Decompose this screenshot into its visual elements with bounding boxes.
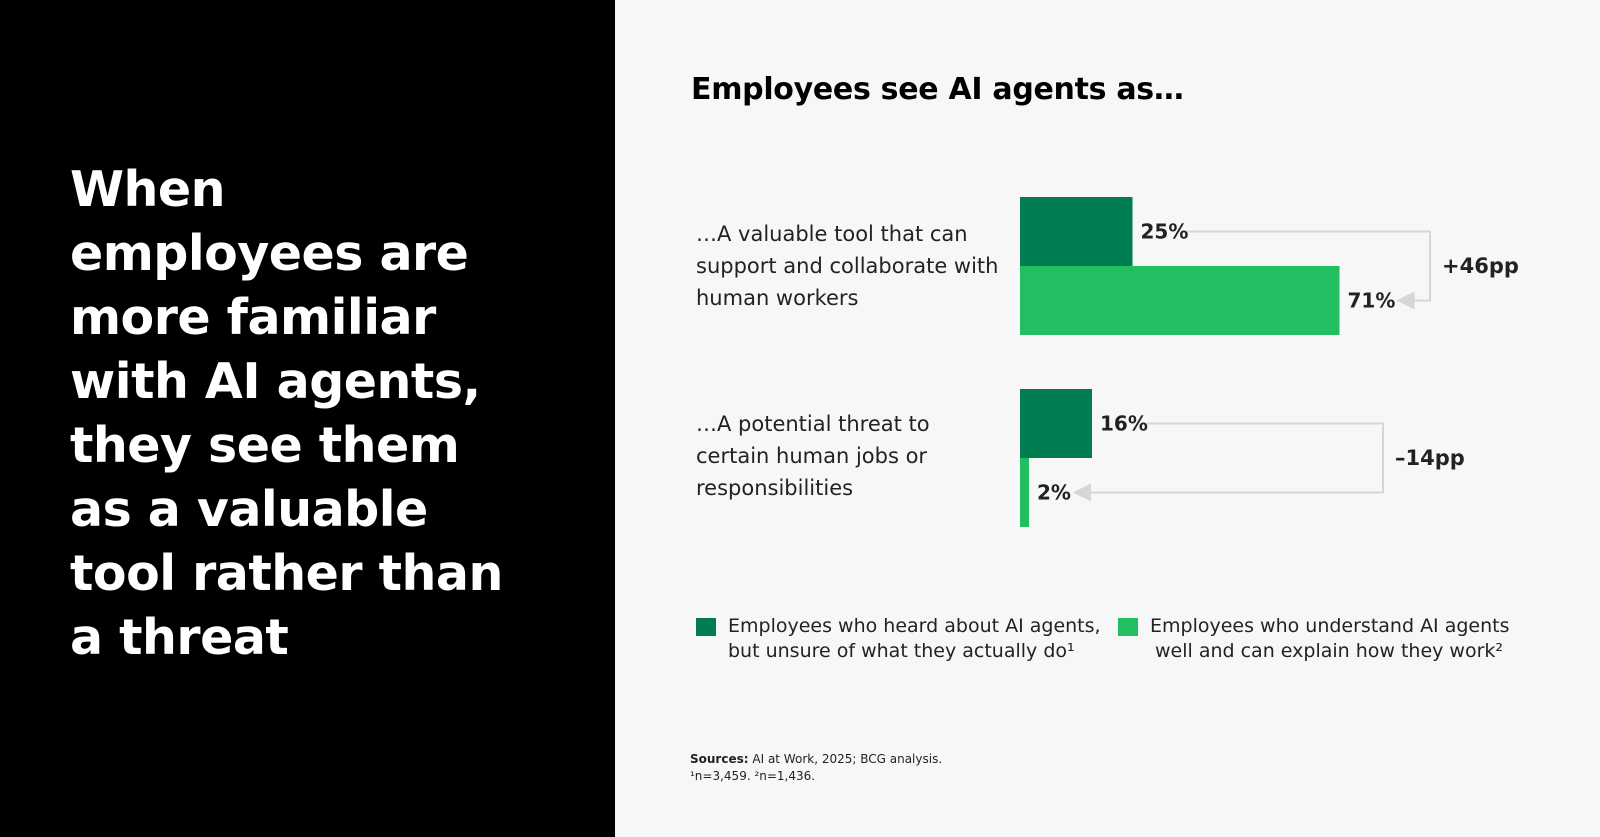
headline: When employees are more familiar with AI… [70, 161, 503, 666]
legend-text-heard-line2: but unsure of what they actually do¹ [728, 640, 1075, 662]
data-label-potential-threat-series-1: 16% [1100, 412, 1148, 436]
arrow-icon [1073, 483, 1091, 502]
legend-text-understand-line2: well and can explain how they work² [1155, 640, 1504, 662]
headline-panel: When employees are more familiar with AI… [0, 0, 615, 837]
bar-potential-threat-series-2 [1020, 458, 1029, 527]
difference-connector-potential-threat [1089, 422, 1384, 494]
bar-valuable-tool-series-1 [1020, 197, 1133, 266]
legend-item-understand: Employees who understand AI agents well … [1118, 614, 1510, 664]
arrow-icon [1396, 291, 1415, 310]
sample-size-notes: ¹n=3,459. ²n=1,436. [690, 769, 816, 783]
data-label-valuable-tool-series-2: 71% [1348, 289, 1396, 313]
legend-swatch-understand [1118, 618, 1138, 636]
category-label-potential-threat: …A potential threat to certain human job… [696, 412, 930, 500]
sources-text: AI at Work, 2025; BCG analysis. [752, 752, 943, 766]
data-label-potential-threat-series-2: 2% [1037, 481, 1071, 505]
legend-text-heard-line1: Employees who heard about AI agents, [728, 615, 1101, 637]
legend-text-understand: Employees who understand AI agents well … [1150, 614, 1510, 664]
legend-item-heard: Employees who heard about AI agents, but… [696, 614, 1101, 664]
bar-valuable-tool-series-2 [1020, 266, 1340, 335]
difference-connector-valuable-tool [1187, 230, 1431, 302]
chart-title: Employees see AI agents as… [691, 72, 1184, 107]
bar-potential-threat-series-1 [1020, 389, 1092, 458]
difference-label-valuable-tool: +46pp [1442, 254, 1519, 278]
sources-label: Sources: [690, 752, 749, 766]
category-label-valuable-tool: …A valuable tool that can support and co… [696, 222, 999, 310]
data-label-valuable-tool-series-1: 25% [1141, 220, 1189, 244]
legend-text-heard: Employees who heard about AI agents, but… [728, 614, 1101, 664]
sources-note: Sources: AI at Work, 2025; BCG analysis.… [690, 751, 942, 785]
difference-label-potential-threat: –14pp [1395, 446, 1465, 470]
legend-swatch-heard [696, 618, 716, 636]
legend-text-understand-line1: Employees who understand AI agents [1150, 615, 1510, 637]
